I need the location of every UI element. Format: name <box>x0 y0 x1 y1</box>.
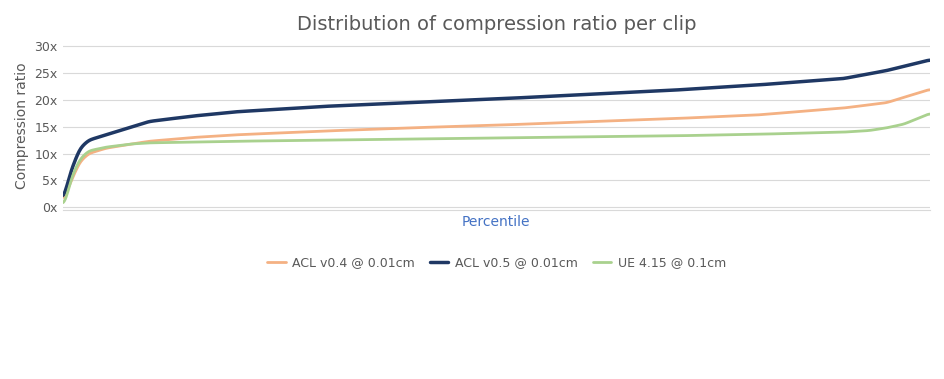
UE 4.15 @ 0.1cm <box>652 134 664 138</box>
Line: ACL v0.5 @ 0.01cm: ACL v0.5 @ 0.01cm <box>62 60 929 196</box>
Y-axis label: Compression ratio: Compression ratio <box>15 62 29 189</box>
ACL v0.4 @ 0.01cm <box>923 88 935 92</box>
UE 4.15 @ 0.1cm <box>749 132 760 136</box>
ACL v0.5 @ 0.01cm <box>145 119 157 124</box>
ACL v0.5 @ 0.01cm <box>407 100 418 105</box>
ACL v0.4 @ 0.01cm <box>407 125 418 130</box>
UE 4.15 @ 0.1cm <box>57 200 68 205</box>
ACL v0.4 @ 0.01cm <box>652 117 664 121</box>
ACL v0.4 @ 0.01cm <box>749 113 760 117</box>
UE 4.15 @ 0.1cm <box>923 112 935 116</box>
ACL v0.5 @ 0.01cm <box>439 99 450 103</box>
ACL v0.5 @ 0.01cm <box>733 84 744 88</box>
Title: Distribution of compression ratio per clip: Distribution of compression ratio per cl… <box>296 15 696 34</box>
ACL v0.4 @ 0.01cm <box>733 113 744 118</box>
UE 4.15 @ 0.1cm <box>145 141 157 145</box>
Line: UE 4.15 @ 0.1cm: UE 4.15 @ 0.1cm <box>62 114 929 203</box>
UE 4.15 @ 0.1cm <box>439 136 450 141</box>
ACL v0.4 @ 0.01cm <box>57 195 68 200</box>
ACL v0.5 @ 0.01cm <box>923 58 935 63</box>
Legend: ACL v0.4 @ 0.01cm, ACL v0.5 @ 0.01cm, UE 4.15 @ 0.1cm: ACL v0.4 @ 0.01cm, ACL v0.5 @ 0.01cm, UE… <box>261 251 730 274</box>
ACL v0.4 @ 0.01cm <box>439 124 450 129</box>
Line: ACL v0.4 @ 0.01cm: ACL v0.4 @ 0.01cm <box>62 90 929 197</box>
ACL v0.5 @ 0.01cm <box>57 193 68 198</box>
ACL v0.5 @ 0.01cm <box>652 89 664 93</box>
X-axis label: Percentile: Percentile <box>462 215 530 229</box>
UE 4.15 @ 0.1cm <box>407 137 418 141</box>
ACL v0.5 @ 0.01cm <box>749 83 760 88</box>
ACL v0.4 @ 0.01cm <box>145 139 157 143</box>
UE 4.15 @ 0.1cm <box>733 132 744 137</box>
